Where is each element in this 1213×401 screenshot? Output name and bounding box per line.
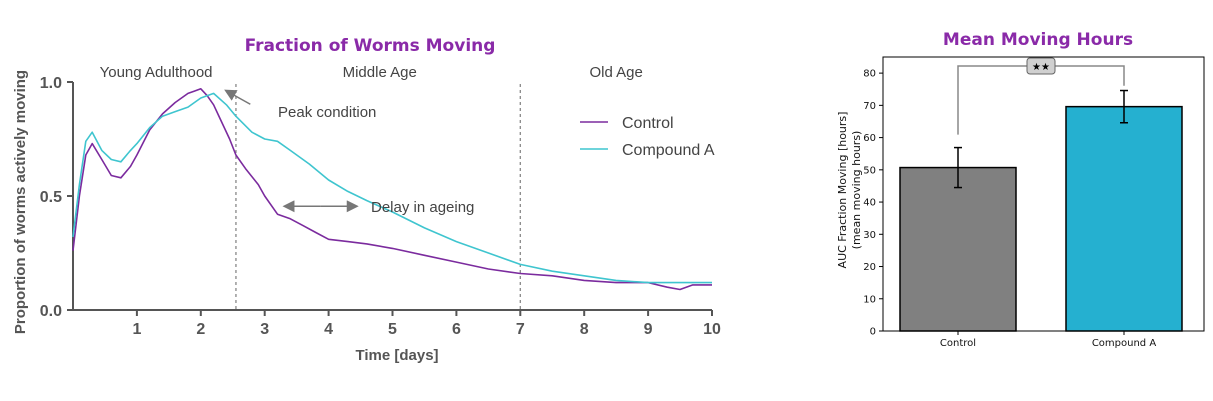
- bar-chart-x-ticks: Control Compound A: [940, 331, 1156, 349]
- line-chart-y-ticks: 0.0 0.5 1.0: [40, 75, 73, 320]
- x-tick-label: 2: [196, 321, 205, 338]
- line-chart-y-label: Proportion of worms actively moving: [12, 70, 29, 334]
- x-tick-label: 6: [452, 321, 461, 338]
- bar-y-tick-label: 80: [863, 69, 876, 80]
- peak-arrow: [224, 89, 251, 105]
- bar-chart-y-ticks: 0 10 20 30 40 50 60 70 80: [863, 69, 883, 338]
- bar-compound-a: [1065, 105, 1183, 332]
- phase-labels: Young Adulthood Middle Age Old Age: [100, 64, 643, 81]
- x-tick-label: 3: [260, 321, 269, 338]
- bar-y-tick-label: 50: [863, 165, 876, 176]
- phase-label-1: Middle Age: [343, 64, 417, 81]
- bar-chart-y-label: AUC Fraction Moving [hours]: [836, 112, 849, 269]
- bar-chart-y-label-secondary: (mean moving hours): [850, 131, 863, 250]
- legend-label: Control: [622, 115, 674, 132]
- bar-y-tick-label: 0: [870, 327, 876, 338]
- bar-x-tick-label: Compound A: [1092, 338, 1157, 349]
- x-tick-label: 1: [132, 321, 141, 338]
- phase-label-2: Old Age: [589, 64, 642, 81]
- line-chart: Fraction of Worms Moving Young Adulthood…: [12, 36, 721, 364]
- bar-chart-frame: [882, 56, 1205, 332]
- x-tick-label: 7: [516, 321, 525, 338]
- bar-y-tick-label: 40: [863, 198, 876, 209]
- bar-y-tick-label: 10: [863, 294, 876, 305]
- line-chart-legend: Control Compound A: [580, 115, 715, 159]
- line-chart-series: [72, 88, 712, 291]
- bar-chart: Mean Moving Hours 0 10 20 30 40 50 60 70 80 Cont…: [836, 30, 1205, 349]
- y-tick-label: 1.0: [40, 75, 62, 92]
- line-chart-axes: [72, 82, 712, 311]
- bar-x-tick-label: Control: [940, 338, 976, 349]
- series-line-control: [72, 88, 712, 291]
- significance-stars: ★★: [1032, 62, 1050, 73]
- y-tick-label: 0.0: [40, 303, 62, 320]
- line-chart-title: Fraction of Worms Moving: [245, 36, 496, 56]
- bar-y-tick-label: 30: [863, 230, 876, 241]
- phase-label-0: Young Adulthood: [100, 64, 213, 81]
- significance-box: [1026, 57, 1056, 75]
- line-chart-x-ticks: 1 2 3 4 5 6 7 8 9 10: [132, 310, 721, 338]
- line-chart-annotations: Peak condition Delay in ageing: [224, 89, 474, 216]
- x-tick-label: 5: [388, 321, 397, 338]
- bar-control: [899, 166, 1017, 332]
- bar-y-tick-label: 20: [863, 262, 876, 273]
- peak-annotation: Peak condition: [278, 104, 376, 121]
- delay-annotation: Delay in ageing: [371, 199, 474, 216]
- significance-bracket: ★★: [957, 57, 1125, 135]
- bar-y-tick-label: 60: [863, 133, 876, 144]
- phase-dividers: [235, 84, 521, 310]
- legend-label: Compound A: [622, 142, 715, 159]
- line-chart-x-label: Time [days]: [355, 347, 438, 364]
- bar-chart-bars: [899, 89, 1183, 332]
- x-tick-label: 9: [644, 321, 653, 338]
- x-tick-label: 10: [703, 321, 721, 338]
- bar-chart-title: Mean Moving Hours: [943, 30, 1133, 50]
- y-tick-label: 0.5: [40, 189, 62, 206]
- bar-y-tick-label: 70: [863, 101, 876, 112]
- series-line-compound-a: [72, 92, 712, 284]
- x-tick-label: 8: [580, 321, 589, 338]
- x-tick-label: 4: [324, 321, 333, 338]
